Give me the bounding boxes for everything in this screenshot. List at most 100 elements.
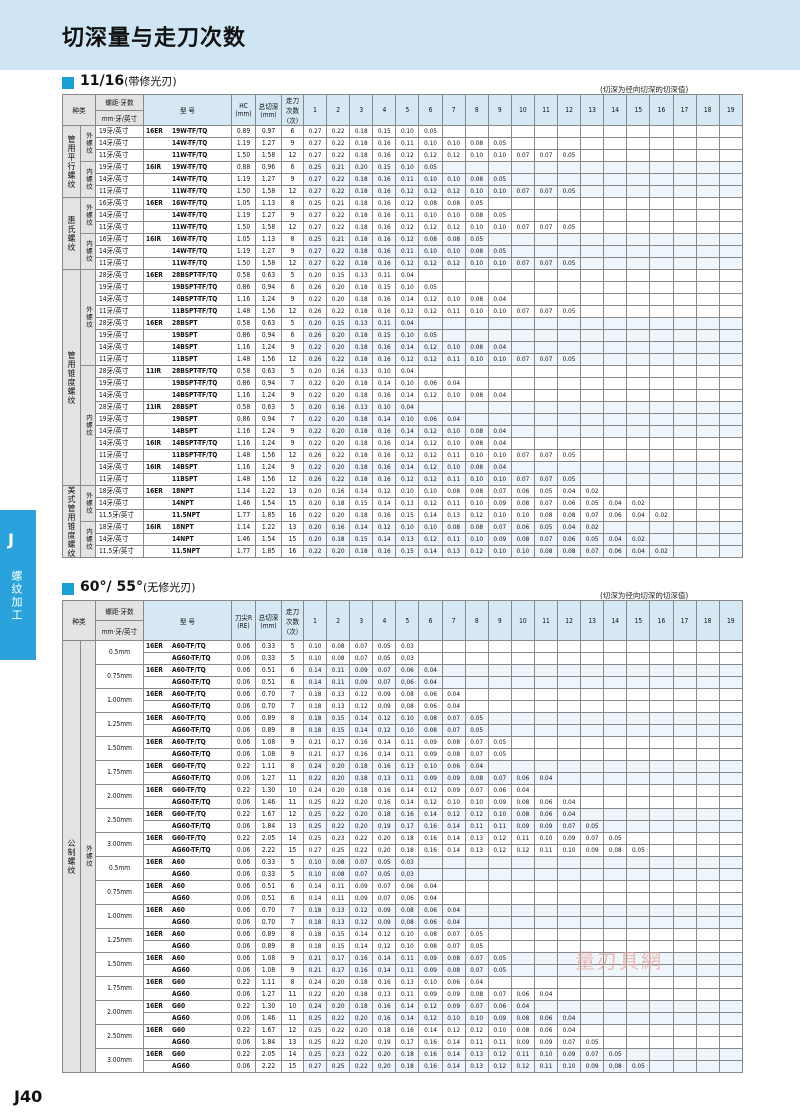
depth-cell: 0.27 bbox=[302, 137, 328, 150]
depth-cell bbox=[649, 257, 674, 270]
model-code: AG60-TF/TQ bbox=[172, 750, 211, 758]
hc-cell: 1.77 bbox=[231, 509, 256, 522]
depth-cell bbox=[695, 916, 720, 929]
depth-cell: 0.14 bbox=[372, 533, 397, 546]
depth-cell bbox=[672, 820, 697, 833]
depth-cell: 0.16 bbox=[372, 353, 397, 366]
model-code: AG60-TF/TQ bbox=[172, 726, 211, 734]
depth-cell bbox=[718, 832, 743, 845]
depth-cell bbox=[649, 676, 674, 689]
depth-cell: 0.08 bbox=[441, 485, 466, 498]
depth-cell: 0.20 bbox=[349, 1024, 374, 1037]
holder-prefix: 16ER bbox=[146, 690, 163, 698]
depth-cell bbox=[533, 437, 559, 450]
depth-cell bbox=[718, 533, 743, 546]
depth-cell: 0.09 bbox=[418, 736, 443, 749]
total-depth-cell: 1.58 bbox=[255, 185, 282, 198]
depth-cell: 0.25 bbox=[302, 161, 328, 174]
depth-cell bbox=[603, 784, 628, 797]
depth-cell bbox=[649, 916, 674, 929]
passes-cell: 16 bbox=[281, 509, 304, 522]
depth-cell: 0.24 bbox=[302, 760, 328, 773]
depth-cell: 0.22 bbox=[302, 425, 328, 438]
hc-cell: 1.16 bbox=[231, 425, 256, 438]
depth-cell bbox=[533, 173, 559, 186]
depth-cell bbox=[603, 401, 628, 414]
depth-cell bbox=[487, 712, 512, 725]
depth-cell bbox=[580, 808, 605, 821]
model-cell: 11BSPT bbox=[143, 353, 232, 366]
model-code: 11.5NPT bbox=[172, 547, 200, 555]
depth-cell bbox=[672, 137, 697, 150]
depth-cell bbox=[695, 1048, 720, 1061]
depth-cell: 0.17 bbox=[395, 1036, 420, 1049]
passes-cell: 9 bbox=[281, 209, 304, 222]
model-code: A60-TF/TQ bbox=[172, 690, 206, 698]
holder-prefix: 16ER bbox=[146, 810, 163, 818]
depth-cell bbox=[626, 784, 651, 797]
passes-cell: 11 bbox=[281, 988, 304, 1001]
depth-cell: 0.12 bbox=[395, 221, 420, 234]
depth-cell bbox=[580, 269, 605, 282]
header-pass-6: 6 bbox=[418, 94, 443, 126]
depth-cell: 0.02 bbox=[626, 533, 651, 546]
depth-cell: 0.10 bbox=[487, 185, 512, 198]
hc-cell: 1.19 bbox=[231, 245, 256, 258]
depth-cell bbox=[487, 700, 512, 713]
depth-cell: 0.19 bbox=[372, 820, 397, 833]
depth-cell: 0.04 bbox=[557, 485, 582, 498]
depth-cell: 0.08 bbox=[464, 173, 489, 186]
depth-cell: 0.25 bbox=[302, 1036, 328, 1049]
depth-cell bbox=[441, 161, 466, 174]
model-cell: 16ER A60 bbox=[143, 856, 232, 869]
depth-cell: 0.18 bbox=[395, 1060, 420, 1073]
total-depth-cell: 1.22 bbox=[255, 485, 282, 498]
depth-cell: 0.10 bbox=[395, 928, 420, 941]
depth-cell bbox=[649, 844, 674, 857]
table-row: 0.75mm 16ER A60 0.06 0.51 6 0.14 0.11 0.09 0.07 0.… bbox=[63, 880, 743, 905]
depth-cell: 0.06 bbox=[510, 521, 535, 534]
depth-cell: 0.16 bbox=[372, 425, 397, 438]
depth-cell: 0.14 bbox=[349, 928, 374, 941]
model-code: AG60 bbox=[172, 1038, 190, 1046]
model-cell: 16ER G60-TF/TQ bbox=[143, 784, 232, 797]
depth-cell: 0.22 bbox=[326, 185, 351, 198]
depth-cell: 0.10 bbox=[418, 976, 443, 989]
depth-cell bbox=[533, 760, 559, 773]
depth-cell bbox=[626, 808, 651, 821]
nose-radius-cell: 0.06 bbox=[231, 652, 256, 665]
table-row: 14牙/英寸 14W-TF/TQ 1.19 1.27 9 0.27 0.22 0.18 0.16… bbox=[63, 137, 743, 150]
total-depth-cell: 1.08 bbox=[255, 952, 282, 965]
depth-cell bbox=[718, 808, 743, 821]
depth-cell: 0.20 bbox=[326, 772, 351, 785]
hc-cell: 0.58 bbox=[231, 401, 256, 414]
depth-cell: 0.27 bbox=[302, 844, 328, 857]
depth-cell bbox=[626, 245, 651, 258]
depth-cell bbox=[649, 820, 674, 833]
depth-cell bbox=[649, 760, 674, 773]
depth-cell bbox=[580, 329, 605, 342]
depth-cell bbox=[672, 269, 697, 282]
passes-cell: 5 bbox=[281, 401, 304, 414]
depth-cell: 0.06 bbox=[395, 892, 420, 905]
depth-cell bbox=[533, 784, 559, 797]
passes-cell: 12 bbox=[281, 257, 304, 270]
depth-cell bbox=[649, 413, 674, 426]
depth-cell bbox=[626, 425, 651, 438]
depth-cell: 0.12 bbox=[418, 461, 443, 474]
depth-cell: 0.06 bbox=[441, 976, 466, 989]
depth-cell: 0.18 bbox=[349, 545, 374, 558]
depth-cell: 0.11 bbox=[326, 676, 351, 689]
depth-cell: 0.14 bbox=[302, 676, 328, 689]
total-depth-cell: 0.33 bbox=[255, 856, 282, 869]
depth-cell bbox=[533, 688, 559, 701]
depth-cell bbox=[695, 712, 720, 725]
depth-cell bbox=[649, 233, 674, 246]
depth-cell bbox=[672, 904, 697, 917]
model-cell: AG60-TF/TQ bbox=[143, 772, 232, 785]
depth-cell bbox=[557, 904, 582, 917]
depth-cell: 0.11 bbox=[441, 305, 466, 318]
model-cell: 19BSPT bbox=[143, 329, 232, 342]
total-depth-cell: 0.33 bbox=[255, 652, 282, 665]
depth-cell bbox=[695, 341, 720, 354]
